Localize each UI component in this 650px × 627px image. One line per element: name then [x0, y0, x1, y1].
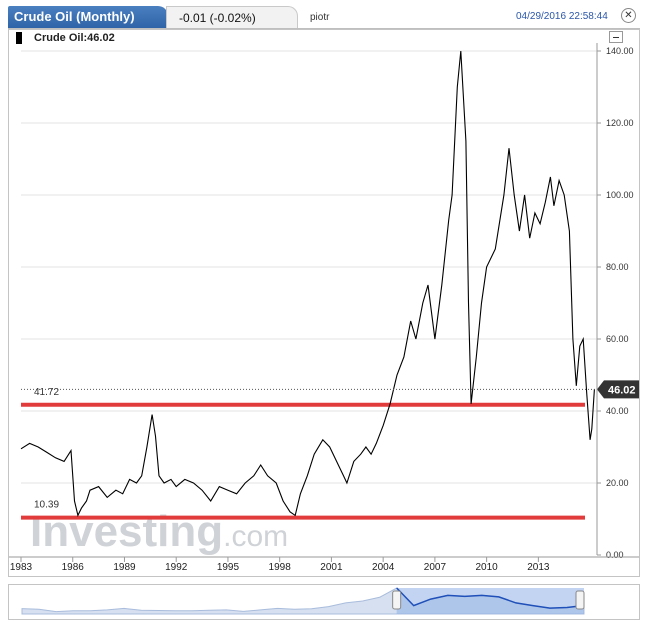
- chart-frame: [8, 29, 640, 577]
- y-tick-label: 20.00: [606, 478, 629, 488]
- y-tick-label: 80.00: [606, 262, 629, 272]
- x-axis: 1983 1986 1989 1992 1995 1998 2001 2004 2007 2010…: [9, 556, 639, 573]
- x-tick-label: 1986: [62, 562, 85, 573]
- y-tick-label: 60.00: [606, 334, 629, 344]
- support-line-label: 10.39: [34, 500, 59, 511]
- x-tick-label: 1992: [165, 562, 188, 573]
- x-tick-label: 1983: [10, 562, 33, 573]
- header-bar: Crude Oil (Monthly) -0.01 (-0.02%) piotr…: [0, 0, 650, 30]
- price-change-tab: -0.01 (-0.02%): [166, 6, 298, 28]
- crude-oil-series-line: [20, 50, 595, 518]
- watermark-light: .com: [223, 520, 288, 553]
- collapse-button[interactable]: [609, 31, 623, 43]
- y-tick-label: 120.00: [606, 118, 634, 128]
- y-tick-label: 140.00: [606, 46, 634, 56]
- support-line-label: 41.72: [34, 387, 59, 398]
- x-tick-label: 2007: [424, 562, 447, 573]
- x-tick-label: 1989: [113, 562, 136, 573]
- watermark-bold: Investing: [30, 507, 223, 556]
- header-divider: [8, 28, 640, 29]
- x-tick-label: 1998: [269, 562, 292, 573]
- user-label: piotr: [310, 12, 330, 23]
- x-tick-label: 2004: [372, 562, 395, 573]
- x-tick-label: 2010: [476, 562, 499, 573]
- last-value-marker: 46.02: [597, 380, 639, 399]
- chart-title-tab[interactable]: Crude Oil (Monthly): [8, 6, 168, 28]
- x-tick-label: 1995: [217, 562, 240, 573]
- grid-lines: [21, 50, 597, 484]
- y-axis: 0.00 20.00 40.00 60.00 80.00 100.00 120.00 140.…: [596, 43, 634, 560]
- support-lines: 41.72 10.39: [21, 387, 585, 520]
- y-tick-label: 100.00: [606, 190, 634, 200]
- last-value-label: 46.02: [608, 384, 636, 396]
- watermark-logo: Investing.com: [30, 507, 288, 556]
- navigator-panel[interactable]: [8, 584, 640, 620]
- legend-label: Crude Oil:46.02: [34, 32, 115, 44]
- close-icon[interactable]: ✕: [621, 8, 636, 23]
- x-tick-label: 2013: [527, 562, 550, 573]
- y-tick-label: 40.00: [606, 406, 629, 416]
- legend-swatch: [16, 32, 22, 44]
- timestamp: 04/29/2016 22:58:44: [516, 11, 608, 22]
- last-value-badge: [597, 380, 639, 399]
- x-tick-label: 2001: [320, 562, 343, 573]
- y-tick-label: 0.00: [606, 550, 624, 560]
